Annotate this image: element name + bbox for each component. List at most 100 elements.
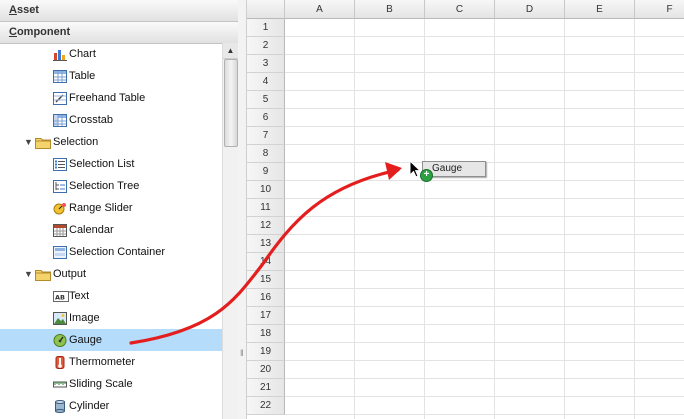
row-header-7[interactable]: 7: [247, 127, 285, 145]
range-slider-icon: [53, 201, 67, 215]
tree-scrollbar[interactable]: ▲: [222, 43, 238, 419]
row-header-20[interactable]: 20: [247, 361, 285, 379]
table-icon: [53, 69, 67, 83]
column-header-d[interactable]: D: [495, 0, 565, 19]
tree-item-label: Gauge: [69, 334, 103, 346]
tree-item-crosstab[interactable]: Crosstab: [0, 109, 222, 131]
grid-row-line: [285, 414, 684, 415]
corner-cell[interactable]: [247, 0, 285, 19]
tree-item-freehand-table[interactable]: Freehand Table: [0, 87, 222, 109]
panel-splitter[interactable]: ‖: [238, 0, 247, 419]
scrollbar-thumb[interactable]: [224, 59, 238, 147]
selection-list-icon: [53, 157, 67, 171]
grid-row-line: [285, 252, 684, 253]
tree-item-selection-list[interactable]: Selection List: [0, 153, 222, 175]
tree-item-gauge[interactable]: Gauge: [0, 329, 222, 351]
grid-row-line: [285, 36, 684, 37]
asset-header[interactable]: Asset: [0, 0, 238, 22]
row-header-6[interactable]: 6: [247, 109, 285, 127]
grid-row-line: [285, 288, 684, 289]
grid-column-line: [634, 19, 635, 419]
row-header-14[interactable]: 14: [247, 253, 285, 271]
tree-item-selection-tree[interactable]: Selection Tree: [0, 175, 222, 197]
row-header-11[interactable]: 11: [247, 199, 285, 217]
image-icon: [53, 311, 67, 325]
grid-row-line: [285, 126, 684, 127]
splitter-grip-icon[interactable]: ‖: [240, 348, 244, 358]
tree-item-label: Table: [69, 70, 96, 82]
worksheet-grid[interactable]: A B C D E F 1 2 3 4 5 6 7 8 9 10 11 12 13 14 15 16 17 18 19 20 21 2…: [247, 0, 684, 419]
collapse-triangle-icon[interactable]: ▼: [24, 269, 33, 279]
tree-item-image[interactable]: Image: [0, 307, 222, 329]
tree-item-label: Cylinder: [69, 400, 110, 412]
row-header-18[interactable]: 18: [247, 325, 285, 343]
calendar-icon: [53, 223, 67, 237]
svg-text:AB: AB: [55, 294, 65, 302]
text-icon: AB: [53, 289, 69, 302]
tree-item-text[interactable]: AB Text: [0, 285, 222, 307]
tree-folder-output[interactable]: ▼ Output: [0, 263, 222, 285]
component-header-mnemonic: C: [9, 26, 17, 38]
selection-container-icon: [53, 245, 67, 259]
column-header-c[interactable]: C: [425, 0, 495, 19]
collapse-triangle-icon[interactable]: ▼: [24, 137, 33, 147]
scroll-up-icon[interactable]: ▲: [223, 43, 238, 59]
crosstab-icon: [53, 113, 67, 127]
row-header-22[interactable]: 22: [247, 397, 285, 415]
grid-row-line: [285, 198, 684, 199]
row-header-15[interactable]: 15: [247, 271, 285, 289]
grid-row-line: [285, 234, 684, 235]
tree-item-sliding-scale[interactable]: Sliding Scale: [0, 373, 222, 395]
component-header-label: omponent: [16, 26, 71, 38]
tree-folder-selection[interactable]: ▼ Selection: [0, 131, 222, 153]
component-tree: Chart Table Freehand Table Crosstab ▼ Selecti…: [0, 43, 222, 419]
column-header-a[interactable]: A: [285, 0, 355, 19]
row-header-1[interactable]: 1: [247, 19, 285, 37]
asset-header-label: sset: [16, 4, 39, 16]
row-header-10[interactable]: 10: [247, 181, 285, 199]
column-header-b[interactable]: B: [355, 0, 425, 19]
row-header-2[interactable]: 2: [247, 37, 285, 55]
row-header-21[interactable]: 21: [247, 379, 285, 397]
tree-item-cylinder[interactable]: Cylinder: [0, 395, 222, 417]
row-header-17[interactable]: 17: [247, 307, 285, 325]
freehand-table-icon: [53, 91, 67, 105]
drag-ghost-label: Gauge: [432, 163, 463, 174]
component-header[interactable]: Component: [0, 22, 238, 44]
row-header-9[interactable]: 9: [247, 163, 285, 181]
column-header-f[interactable]: F: [635, 0, 684, 19]
tree-item-label: Selection Tree: [69, 180, 140, 192]
grid-column-line: [494, 19, 495, 419]
component-panel: Asset Component Chart Table Freehand Table…: [0, 0, 239, 419]
tree-item-thermometer[interactable]: Thermometer: [0, 351, 222, 373]
grid-row-line: [285, 360, 684, 361]
tree-item-label: Selection Container: [69, 246, 166, 258]
row-header-5[interactable]: 5: [247, 91, 285, 109]
column-header-e[interactable]: E: [565, 0, 635, 19]
tree-item-label: Chart: [69, 48, 96, 60]
folder-icon: [35, 135, 51, 149]
grid-row-line: [285, 270, 684, 271]
asset-header-mnemonic: A: [9, 4, 17, 16]
tree-item-range-slider[interactable]: Range Slider: [0, 197, 222, 219]
grid-row-line: [285, 306, 684, 307]
row-header-4[interactable]: 4: [247, 73, 285, 91]
grid-column-line: [354, 19, 355, 419]
tree-item-label: Crosstab: [69, 114, 114, 126]
tree-item-calendar[interactable]: Calendar: [0, 219, 222, 241]
row-header-13[interactable]: 13: [247, 235, 285, 253]
tree-item-table[interactable]: Table: [0, 65, 222, 87]
row-header-19[interactable]: 19: [247, 343, 285, 361]
row-header-16[interactable]: 16: [247, 289, 285, 307]
grid-row-line: [285, 72, 684, 73]
thermometer-icon: [53, 355, 67, 369]
row-header-8[interactable]: 8: [247, 145, 285, 163]
grid-row-line: [285, 396, 684, 397]
row-header-3[interactable]: 3: [247, 55, 285, 73]
tree-item-selection-container[interactable]: Selection Container: [0, 241, 222, 263]
tree-item-label: Calendar: [69, 224, 114, 236]
tree-item-label: Sliding Scale: [69, 378, 133, 390]
tree-item-chart[interactable]: Chart: [0, 43, 222, 65]
row-header-12[interactable]: 12: [247, 217, 285, 235]
grid-row-line: [285, 342, 684, 343]
